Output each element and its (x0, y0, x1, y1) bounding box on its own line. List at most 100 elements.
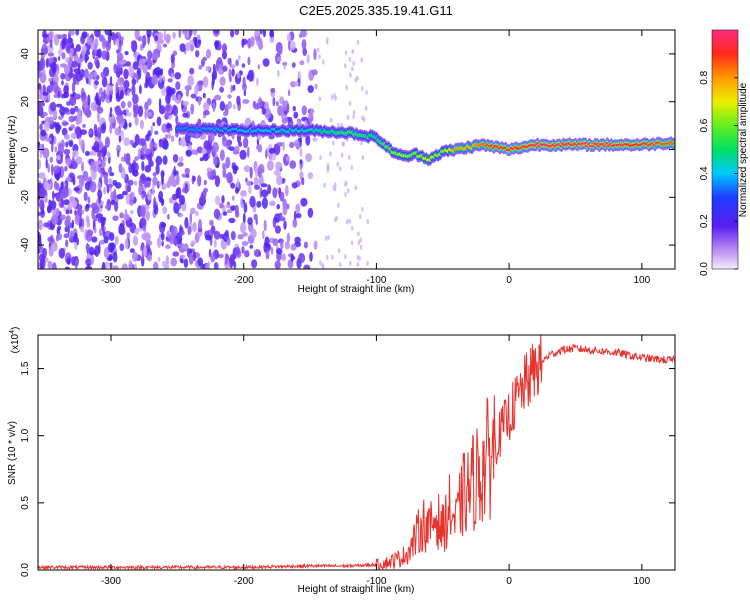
spectrogram-noise-blob (128, 122, 132, 128)
spectrogram-noise-blob (184, 167, 190, 174)
spectrogram-noise-blob (205, 234, 212, 241)
spectrogram-noise-blob (134, 116, 139, 126)
spectrogram-noise-blob (251, 259, 258, 269)
spectrogram-noise-blob (202, 76, 209, 88)
spectrogram-noise-blob (213, 208, 221, 219)
spectrogram-noise-blob (340, 152, 344, 158)
spectrogram-noise-blob (116, 114, 124, 125)
spectrogram-noise-blob (214, 69, 217, 80)
spectrogram-noise-blob (219, 233, 225, 240)
spectrogram-noise-blob (242, 232, 248, 237)
spectrogram-noise-blob (313, 48, 317, 61)
spectrogram-noise-blob (306, 53, 310, 64)
spectrogram-noise-blob (67, 225, 70, 235)
spectrogram-ridge (175, 121, 675, 166)
spectrogram-noise-blob (194, 36, 198, 48)
spectrogram-noise-blob (65, 176, 72, 182)
spectrogram-noise-blob (175, 173, 180, 186)
spectrogram-noise-blob (193, 30, 197, 37)
spectrogram-noise-blob (79, 216, 82, 228)
spectrogram-noise-blob (152, 176, 158, 186)
spectrogram-noise-blob (205, 49, 212, 59)
spectrogram-noise-blob (291, 182, 298, 189)
spectrogram-noise-blob (235, 59, 239, 67)
spectrogram-noise-blob (249, 244, 254, 249)
spectrogram-noise-blob (59, 214, 66, 221)
spectrogram-noise-blob (132, 251, 139, 262)
spectrogram-noise-blob (170, 135, 175, 143)
spectrogram-noise-blob (352, 60, 356, 66)
spectrogram-noise-blob (121, 263, 128, 269)
spectrogram-noise-blob (177, 161, 184, 167)
spectrogram-noise-blob (158, 98, 162, 109)
spectrogram-noise-blob (329, 117, 333, 123)
spectrogram-noise-blob (145, 204, 149, 212)
spectrogram-noise-blob (350, 164, 354, 170)
spectrogram-noise-blob (301, 177, 305, 186)
spectrogram-noise-blob (83, 68, 89, 80)
spectrogram-noise-blob (101, 220, 105, 231)
spectrogram-noise-blob (213, 30, 220, 35)
spectrogram-noise-blob (249, 166, 253, 179)
spectrogram-noise-blob (203, 187, 209, 193)
snr-x-axis-title: Height of straight line (km) (298, 584, 415, 595)
spectrogram-noise-blob (366, 219, 370, 225)
spectrogram-noise-blob (307, 207, 314, 218)
spectrogram-noise-blob (139, 217, 147, 227)
spectrogram-noise-blob (147, 98, 152, 106)
spectrogram-noise-blob (350, 240, 354, 246)
snr-series-line (38, 335, 675, 570)
spectrogram-noise-blob (206, 167, 213, 172)
spectrogram-noise-blob (202, 153, 209, 162)
spectrogram-noise-blob (63, 65, 71, 75)
spectrogram-noise-blob (242, 76, 246, 88)
spectrogram-noise-blob (125, 153, 131, 165)
spectrogram-noise-blob (365, 89, 368, 95)
spectrogram-y-axis-title: Frequency (Hz) (7, 116, 18, 185)
spectrogram-noise-blob (63, 199, 70, 206)
spectrogram-noise-blob (303, 241, 308, 249)
spectrogram-noise-blob (282, 204, 288, 216)
spectrogram-noise-blob (349, 72, 352, 78)
spectrogram-noise-blob (289, 40, 296, 51)
spectrogram-noise-blob (47, 163, 50, 173)
spectrogram-noise-blob (321, 262, 324, 268)
spectrogram-noise-blob (129, 139, 134, 146)
x-tick-label: -300 (101, 275, 121, 286)
spectrogram-noise-blob (215, 59, 219, 72)
spectrogram-noise-blob (144, 148, 151, 155)
spectrogram-noise-blob (119, 89, 124, 100)
spectrogram-noise-blob (222, 65, 228, 72)
spectrogram-noise-blob (103, 75, 107, 88)
spectrogram-noise-blob (84, 53, 88, 64)
spectrogram-noise-blob (210, 220, 214, 226)
spectrogram-noise-blob (238, 141, 243, 147)
spectrogram-noise-blob (262, 30, 267, 38)
spectrogram-noise-blob (115, 105, 121, 117)
snr-series-clip (38, 335, 675, 570)
spectrogram-noise-blob (302, 47, 308, 57)
spectrogram-noise-blob (232, 103, 236, 110)
spectrogram-noise-blob (146, 57, 153, 70)
spectrogram-noise-blob (178, 229, 185, 236)
spectrogram-noise-blob (274, 260, 281, 269)
spectrogram-noise-blob (95, 92, 99, 105)
spectrogram-noise-blob (134, 228, 139, 235)
spectrogram-noise-blob (39, 199, 45, 211)
spectrogram-noise-blob (51, 242, 58, 252)
spectrogram-noise-blob (126, 232, 131, 239)
spectrogram-noise-blob (65, 209, 70, 215)
colorbar-frame (711, 29, 739, 270)
spectrogram-noise-blob (357, 231, 360, 237)
spectrogram-noise-blob (51, 262, 57, 269)
spectrogram-noise-blob (185, 149, 192, 157)
spectrogram-noise-blob (262, 58, 270, 67)
spectrogram-noise-blob (75, 156, 83, 165)
spectrogram-noise-blob (44, 248, 47, 257)
spectrogram-noise-blob (98, 207, 103, 213)
spectrogram-noise-blob (54, 146, 58, 153)
spectrogram-noise-blob (198, 64, 203, 70)
spectrogram-noise-blob (132, 235, 139, 246)
spectrogram-noise-blob (107, 85, 113, 91)
spectrogram-noise-blob (286, 33, 292, 42)
